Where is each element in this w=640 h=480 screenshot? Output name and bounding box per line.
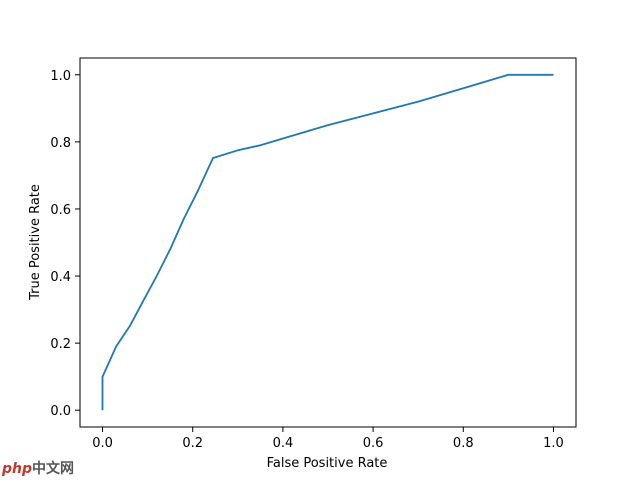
y-tick-label: 0.8 [50, 136, 71, 151]
roc-curve-line [101, 73, 554, 411]
watermark-logo: php [2, 461, 33, 477]
watermark-text: 中文网 [32, 461, 75, 477]
plot-area-frame [79, 57, 577, 428]
x-tick-label: 0.2 [182, 436, 203, 451]
series-layer [101, 73, 554, 411]
y-axis-ticks: 0.0 0.2 0.4 0.6 0.8 1.0 [50, 69, 80, 419]
watermark: php中文网 [2, 458, 74, 478]
x-tick-label: 0.4 [273, 436, 294, 451]
y-tick-label: 0.2 [50, 337, 71, 352]
x-tick-label: 0.6 [363, 436, 384, 451]
y-tick-label: 0.0 [50, 404, 71, 419]
x-tick-label: 0.0 [92, 436, 113, 451]
y-tick-label: 0.6 [50, 203, 71, 218]
x-tick-label: 1.0 [543, 436, 564, 451]
y-tick-label: 1.0 [50, 69, 71, 84]
x-axis-ticks: 0.0 0.2 0.4 0.6 0.8 1.0 [92, 427, 564, 451]
x-axis-label: False Positive Rate [267, 456, 388, 471]
x-tick-label: 0.8 [453, 436, 474, 451]
axes-frame [79, 57, 577, 428]
y-axis-label: True Positive Rate [28, 184, 43, 301]
y-tick-label: 0.4 [50, 270, 71, 285]
